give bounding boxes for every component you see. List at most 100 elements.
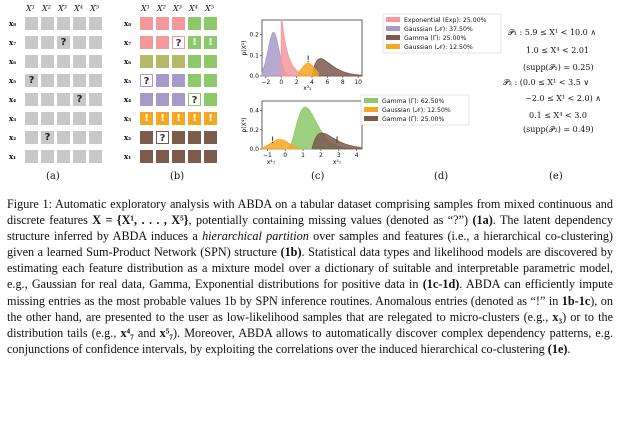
y-tick-label: 0.4: [249, 108, 259, 115]
panel-a-label: (a): [46, 171, 60, 182]
table-cell: [73, 112, 86, 125]
row-label: x₆: [124, 57, 132, 66]
table-cell: [57, 131, 70, 144]
table-cell: [188, 55, 201, 68]
x-tick-label: 0: [283, 152, 287, 159]
table-cell: [41, 150, 54, 163]
figure: X¹ X² X³ X⁴ X⁵ x₈ x₇? x₆ x₅? x₄? x₃ x₂? x₁ (a) X¹ X² X…: [0, 0, 619, 190]
legend-swatch: [386, 26, 400, 31]
table-cell: !: [172, 112, 185, 125]
legend-swatch: [364, 98, 378, 103]
table-cell: [156, 36, 169, 49]
table-cell: [188, 150, 201, 163]
table-cell: [41, 112, 54, 125]
density-area: [311, 132, 363, 150]
table-cell: [25, 36, 38, 49]
sample-annotation: x⁵₇: [333, 159, 342, 166]
x-tick-label: 2: [319, 152, 323, 159]
y-tick-label: 0.0: [249, 73, 259, 80]
density-area: [297, 62, 319, 77]
panel-b-grid: X¹ X² X³ X⁴ X⁵ x₈ x₇?!! x₆ x₅? x₄? x₃!!!!! x₂? x₁: [122, 4, 232, 164]
x-tick-label: 0: [279, 79, 283, 86]
x-tick-label: 8: [341, 79, 345, 86]
row-label: x₅: [9, 76, 17, 85]
table-cell: [204, 74, 217, 87]
legend-swatch: [386, 44, 400, 49]
table-cell: [89, 93, 102, 106]
table-cell: [204, 131, 217, 144]
table-cell: [73, 36, 86, 49]
column-header: X¹: [26, 4, 35, 13]
table-cell: [188, 131, 201, 144]
table-cell: [73, 55, 86, 68]
table-cell: [25, 131, 38, 144]
row-label: x₈: [9, 19, 17, 28]
density-area: [311, 58, 363, 77]
table-cell: [172, 74, 185, 87]
x-tick-label: 6: [325, 79, 329, 86]
column-header: X⁵: [205, 4, 214, 13]
row-label: x₃: [124, 114, 132, 123]
table-cell: [89, 36, 102, 49]
table-cell: !: [204, 36, 217, 49]
row-label: x₈: [124, 19, 132, 28]
table-cell: [156, 74, 169, 87]
table-cell: [156, 17, 169, 30]
table-cell: [41, 74, 54, 87]
sample-annotation: x⁴₇: [267, 159, 276, 166]
panel-b-label: (b): [170, 171, 185, 182]
column-header: X²: [42, 4, 51, 13]
legend-label: Gamma (Γ): 25.00%: [404, 35, 466, 42]
legend-label: Gamma (Γ): 25.00%: [382, 116, 444, 123]
row-label: x₇: [124, 38, 132, 47]
x-tick-label: 4: [355, 152, 359, 159]
table-cell: [73, 74, 86, 87]
table-cell: ?: [41, 131, 54, 144]
table-cell: [89, 150, 102, 163]
table-cell: [89, 55, 102, 68]
table-cell: [140, 93, 153, 106]
column-header: X¹: [141, 4, 150, 13]
legend-swatch: [364, 116, 378, 121]
legend-label: Gamma (Γ): 62.50%: [382, 98, 444, 105]
table-cell: [204, 17, 217, 30]
table-cell: [57, 93, 70, 106]
pattern-line: −2.0 ≤ X¹ < 2.0) ∧: [525, 94, 602, 103]
table-cell: ?: [57, 36, 70, 49]
table-cell: [172, 55, 185, 68]
table-cell: [172, 131, 185, 144]
table-cell: [89, 112, 102, 125]
table-cell: [41, 17, 54, 30]
pattern-line: 𝒫₂ : (0.0 ≤ X¹ < 3.5 ∨: [503, 78, 590, 87]
table-cell: !: [140, 112, 153, 125]
table-cell: [156, 55, 169, 68]
table-cell: !: [188, 36, 201, 49]
column-header: X²: [157, 4, 166, 13]
table-cell: [140, 150, 153, 163]
column-header: X³: [173, 4, 182, 13]
legend-swatch: [386, 17, 400, 22]
y-axis-label: p(X¹): [241, 40, 248, 55]
table-cell: [57, 112, 70, 125]
pattern-line: (supp(𝒫₂) = 0.49): [523, 125, 594, 134]
x-tick-label: 10: [354, 79, 362, 86]
table-cell: [73, 150, 86, 163]
column-header: X⁴: [74, 4, 83, 13]
row-label: x₅: [124, 76, 132, 85]
legend-label: Exponential (Exp): 25.00%: [404, 17, 487, 24]
x-tick-label: 2: [295, 79, 299, 86]
table-cell: [73, 17, 86, 30]
row-label: x₂: [124, 133, 132, 142]
legend-label: Gaussian (𝒩): 12.50%: [404, 44, 473, 51]
row-label: x₃: [9, 114, 17, 123]
table-cell: !: [156, 112, 169, 125]
x-tick-label: −2: [261, 79, 270, 86]
table-cell: ?: [172, 36, 185, 49]
x-tick-label: 3: [337, 152, 341, 159]
row-label: x₄: [124, 95, 132, 104]
row-label: x₂: [9, 133, 17, 142]
table-cell: ?: [140, 74, 153, 87]
density-area: [261, 139, 300, 150]
table-cell: [204, 150, 217, 163]
figure-caption: Figure 1: Automatic exploratory analysis…: [7, 197, 613, 356]
